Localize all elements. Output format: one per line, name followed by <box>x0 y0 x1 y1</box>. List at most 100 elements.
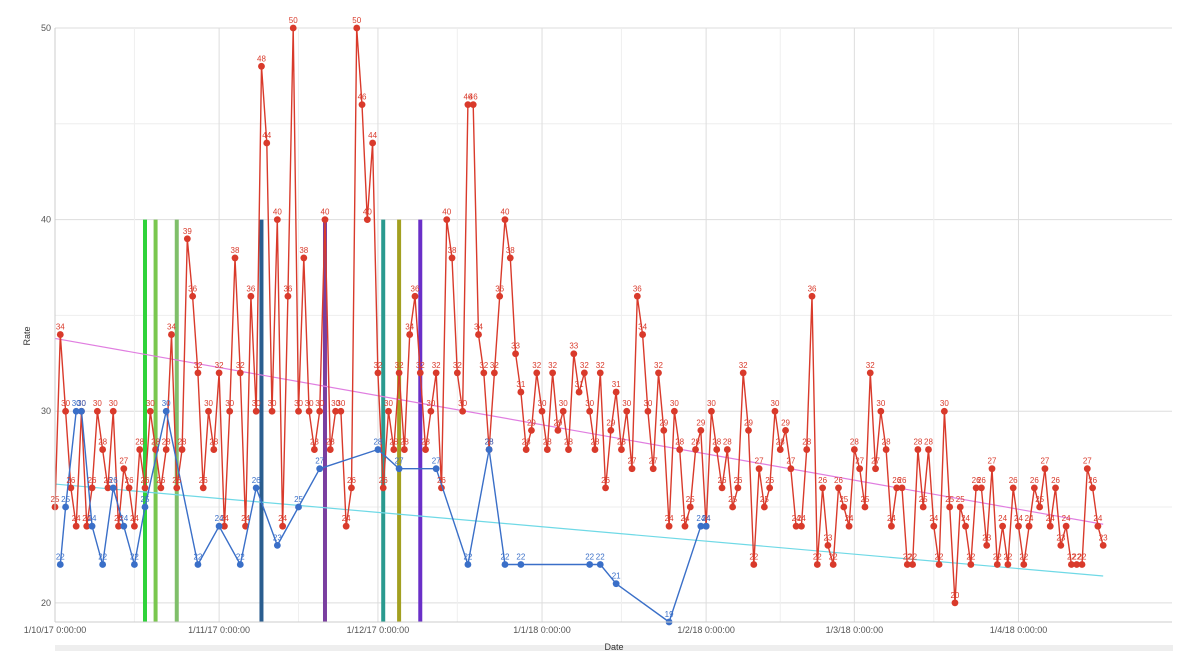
data-point[interactable] <box>554 426 562 434</box>
data-point[interactable] <box>803 446 811 453</box>
data-point[interactable] <box>845 522 853 530</box>
data-point[interactable] <box>628 465 636 473</box>
data-point[interactable] <box>522 446 530 453</box>
data-point[interactable] <box>247 292 255 300</box>
data-point[interactable] <box>385 407 392 415</box>
data-point[interactable] <box>62 407 69 415</box>
data-point[interactable] <box>263 139 271 147</box>
data-point[interactable] <box>358 101 366 109</box>
data-point[interactable] <box>813 561 821 568</box>
data-point[interactable] <box>644 407 652 415</box>
data-point[interactable] <box>231 254 239 262</box>
data-point[interactable] <box>850 446 858 453</box>
data-point[interactable] <box>236 561 244 568</box>
data-point[interactable] <box>252 484 260 492</box>
data-point[interactable] <box>1009 484 1017 492</box>
data-point[interactable] <box>183 235 191 243</box>
data-point[interactable] <box>194 561 202 568</box>
data-point[interactable] <box>109 407 117 415</box>
data-point[interactable] <box>909 561 917 568</box>
data-point[interactable] <box>67 484 75 492</box>
data-point[interactable] <box>723 446 731 453</box>
data-point[interactable] <box>898 484 906 492</box>
data-point[interactable] <box>596 561 604 568</box>
data-point[interactable] <box>469 101 477 109</box>
data-point[interactable] <box>1004 561 1012 568</box>
data-point[interactable] <box>602 484 609 492</box>
data-point[interactable] <box>692 446 699 453</box>
data-point[interactable] <box>501 216 509 224</box>
data-point[interactable] <box>109 484 117 492</box>
data-point[interactable] <box>72 522 80 530</box>
data-point[interactable] <box>686 503 694 511</box>
data-point[interactable] <box>607 426 615 434</box>
data-point[interactable] <box>369 139 377 147</box>
data-point[interactable] <box>115 522 122 530</box>
data-point[interactable] <box>999 522 1006 530</box>
data-point[interactable] <box>517 561 525 568</box>
data-point[interactable] <box>273 216 281 224</box>
data-point[interactable] <box>713 446 721 453</box>
data-point[interactable] <box>517 388 525 396</box>
data-point[interactable] <box>221 522 228 530</box>
data-point[interactable] <box>56 561 64 568</box>
data-point[interactable] <box>215 369 223 377</box>
data-point[interactable] <box>930 522 938 530</box>
data-point[interactable] <box>432 369 440 377</box>
data-point[interactable] <box>888 522 895 530</box>
data-point[interactable] <box>295 407 302 415</box>
data-point[interactable] <box>591 446 599 453</box>
data-point[interactable] <box>988 465 996 473</box>
data-point[interactable] <box>99 561 107 568</box>
data-point[interactable] <box>665 522 673 530</box>
data-point[interactable] <box>978 484 985 492</box>
data-point[interactable] <box>782 426 789 434</box>
data-point[interactable] <box>1036 503 1044 511</box>
data-point[interactable] <box>538 407 546 415</box>
data-point[interactable] <box>395 465 403 473</box>
data-point[interactable] <box>993 561 1001 568</box>
data-point[interactable] <box>295 503 302 511</box>
data-point[interactable] <box>427 407 435 415</box>
data-point[interactable] <box>194 369 202 377</box>
data-point[interactable] <box>914 446 922 453</box>
data-point[interactable] <box>649 465 657 473</box>
data-point[interactable] <box>136 446 144 453</box>
data-point[interactable] <box>120 522 128 530</box>
data-point[interactable] <box>533 369 541 377</box>
data-point[interactable] <box>162 407 170 415</box>
data-point[interactable] <box>575 388 583 396</box>
data-point[interactable] <box>374 369 382 377</box>
data-point[interactable] <box>766 484 774 492</box>
data-point[interactable] <box>639 331 647 338</box>
data-point[interactable] <box>676 446 684 453</box>
data-point[interactable] <box>131 561 138 568</box>
data-point[interactable] <box>1073 561 1081 568</box>
data-point[interactable] <box>374 446 382 453</box>
data-point[interactable] <box>453 369 461 377</box>
data-point[interactable] <box>490 369 498 377</box>
data-point[interactable] <box>316 407 324 415</box>
data-point[interactable] <box>776 446 784 453</box>
data-point[interactable] <box>660 426 668 434</box>
data-point[interactable] <box>755 465 763 473</box>
data-point[interactable] <box>273 541 281 549</box>
data-point[interactable] <box>792 522 800 530</box>
data-point[interactable] <box>390 446 398 453</box>
data-point[interactable] <box>252 407 260 415</box>
data-point[interactable] <box>1089 484 1096 492</box>
data-point[interactable] <box>416 369 424 377</box>
data-point[interactable] <box>279 522 287 530</box>
data-point[interactable] <box>310 446 318 453</box>
data-point[interactable] <box>363 216 371 224</box>
data-point[interactable] <box>946 503 954 511</box>
data-point[interactable] <box>729 503 737 511</box>
data-point[interactable] <box>1094 522 1102 530</box>
data-point[interactable] <box>787 465 795 473</box>
data-point[interactable] <box>300 254 308 262</box>
data-point[interactable] <box>501 561 509 568</box>
data-point[interactable] <box>925 446 932 453</box>
data-point[interactable] <box>400 446 408 453</box>
data-point[interactable] <box>1078 561 1086 568</box>
data-point[interactable] <box>289 24 297 32</box>
